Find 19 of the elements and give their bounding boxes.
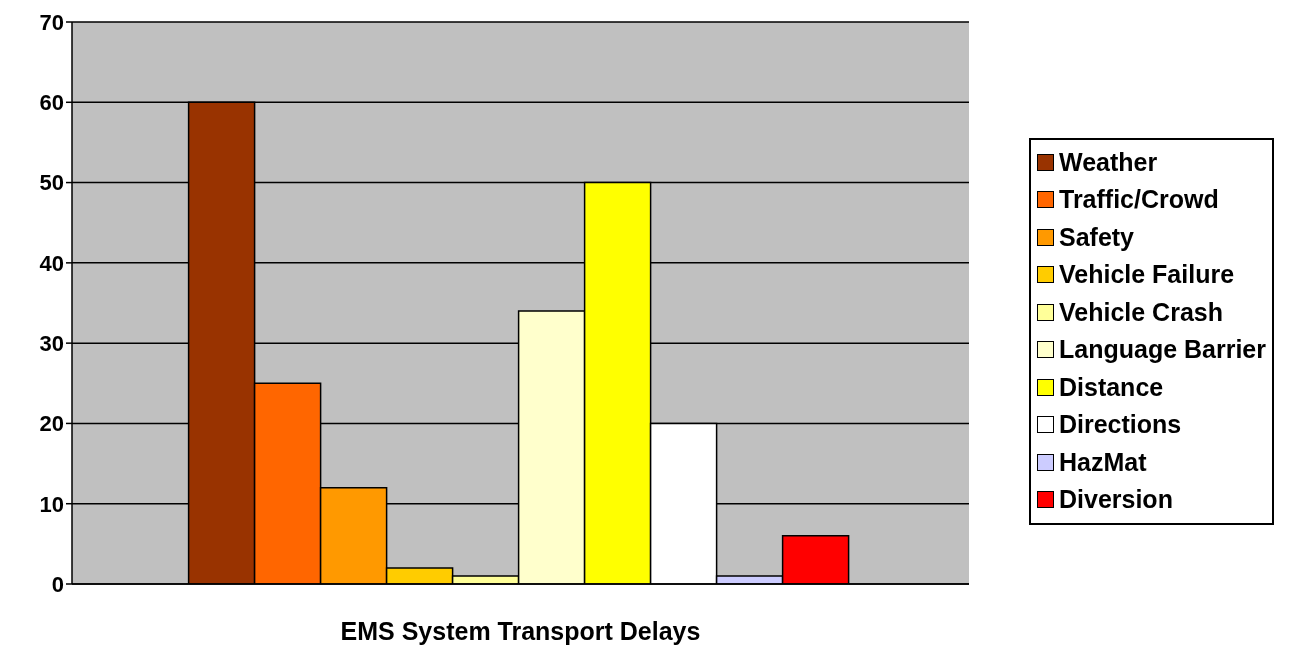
legend-label: Vehicle Failure (1058, 260, 1235, 290)
legend-label: Traffic/Crowd (1058, 185, 1219, 215)
y-tick-label: 70 (39, 9, 64, 35)
y-tick-label: 40 (39, 250, 64, 276)
legend-label: HazMat (1058, 447, 1147, 477)
legend-label: Language Barrier (1058, 335, 1266, 365)
y-tick-label: 10 (39, 491, 64, 517)
legend-label: Directions (1058, 410, 1182, 440)
y-tick-label: 50 (39, 170, 64, 196)
y-tick-label: 60 (39, 90, 64, 116)
y-tick-label: 20 (39, 411, 64, 437)
legend-label: Vehicle Crash (1058, 297, 1223, 327)
x-axis-title: EMS System Transport Delays (340, 617, 701, 645)
legend-label: Diversion (1058, 485, 1173, 515)
legend-label: Distance (1058, 372, 1164, 402)
legend-label: Safety (1058, 222, 1135, 252)
y-tick-label: 0 (51, 571, 64, 597)
y-tick-label: 30 (39, 330, 64, 356)
legend-label: Weather (1058, 147, 1158, 177)
